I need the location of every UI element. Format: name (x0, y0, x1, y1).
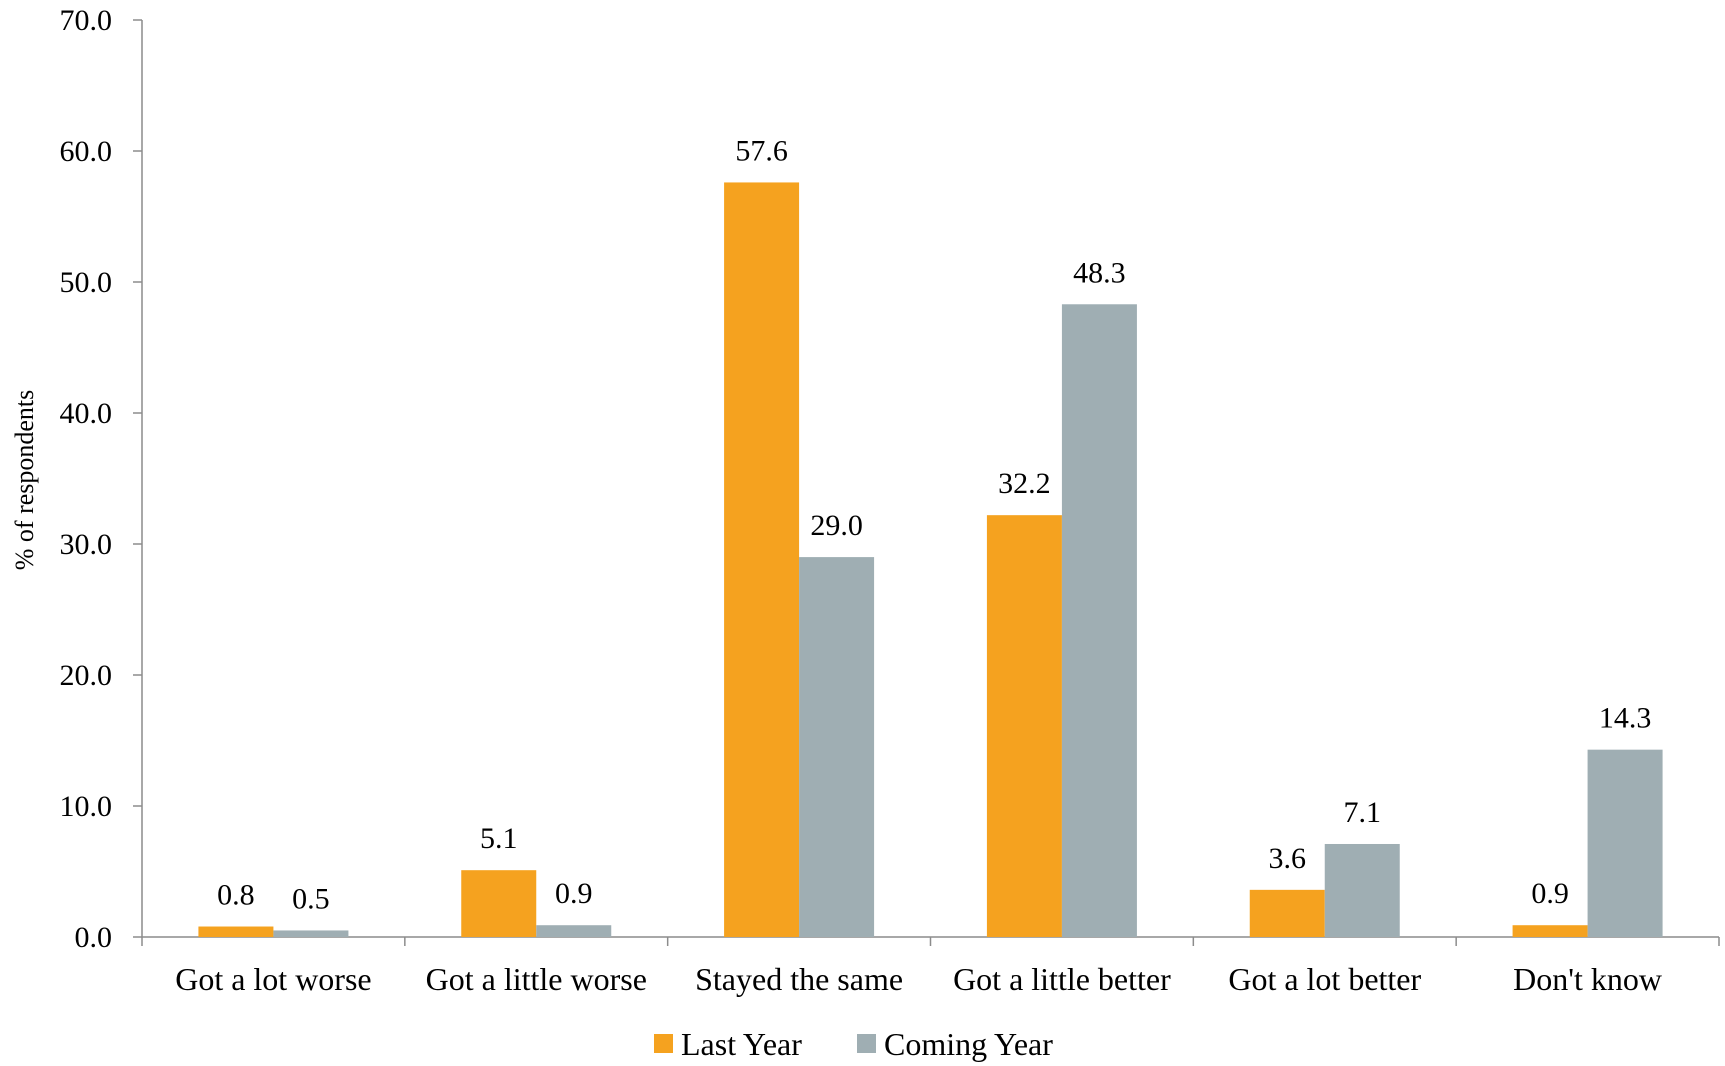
bars (198, 182, 1663, 937)
legend-swatch (857, 1034, 876, 1053)
bar (536, 925, 612, 937)
y-tick-label: 10.0 (60, 790, 113, 823)
x-tick-label: Don't know (1513, 961, 1662, 997)
bar (273, 930, 349, 937)
y-tick-label: 60.0 (60, 135, 113, 168)
legend-label: Coming Year (884, 1026, 1053, 1062)
data-labels: 0.8 0.5 5.1 0.9 57.6 29.0 32.2 48.3 3.6 7.1 0.9 14.… (217, 134, 1651, 915)
legend-label: Last Year (681, 1026, 802, 1062)
bar (1249, 889, 1325, 937)
bar (724, 182, 800, 937)
x-tick-label: Stayed the same (695, 961, 903, 997)
x-tick-label: Got a little worse (426, 961, 647, 997)
data-label: 5.1 (480, 822, 518, 855)
y-tick-label: 70.0 (60, 4, 113, 37)
data-label: 57.6 (735, 134, 788, 167)
x-tick-label: Got a lot better (1228, 961, 1421, 997)
data-label: 0.8 (217, 879, 255, 912)
bar (1512, 925, 1588, 937)
y-axis-title: % of respondents (10, 390, 39, 571)
y-tick-label: 50.0 (60, 266, 113, 299)
y-tick-label: 20.0 (60, 659, 113, 692)
data-label: 0.9 (555, 877, 593, 910)
y-tick-label: 40.0 (60, 397, 113, 430)
legend: Last Year Coming Year (654, 1026, 1053, 1062)
y-tick-label: 30.0 (60, 528, 113, 561)
data-label: 14.3 (1599, 702, 1652, 735)
bar (799, 557, 875, 937)
bar (986, 515, 1062, 937)
data-label: 48.3 (1073, 256, 1126, 289)
x-tick-label: Got a lot worse (175, 961, 371, 997)
legend-swatch (654, 1034, 673, 1053)
bar (1324, 843, 1400, 937)
data-label: 32.2 (998, 467, 1051, 500)
y-tick-label: 0.0 (75, 921, 113, 954)
x-tick-label: Got a little better (953, 961, 1171, 997)
data-label: 0.5 (292, 882, 330, 915)
bar (461, 870, 537, 937)
data-label: 7.1 (1344, 796, 1382, 829)
bar (1587, 749, 1663, 937)
y-axis: 0.0 10.0 20.0 30.0 40.0 50.0 60.0 70.0 (60, 4, 143, 954)
data-label: 3.6 (1269, 842, 1307, 875)
data-label: 0.9 (1531, 877, 1569, 910)
data-label: 29.0 (810, 509, 863, 542)
bar (1061, 304, 1137, 937)
bar (198, 926, 274, 937)
x-axis: Got a lot worse Got a little worse Stayed … (141, 936, 1720, 997)
